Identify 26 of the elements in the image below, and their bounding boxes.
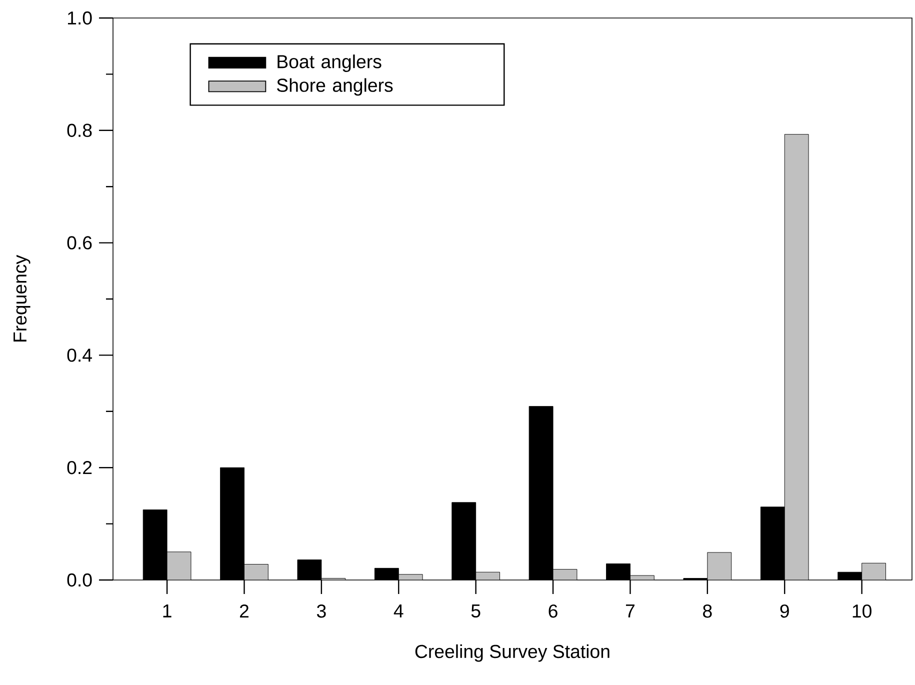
bar (553, 569, 577, 580)
y-tick-label: 1.0 (68, 11, 92, 25)
x-tick-label: 3 (316, 604, 326, 618)
y-tick-label: 0.0 (67, 573, 92, 587)
y-tick-label: 0.4 (67, 348, 92, 362)
legend-label: Boat anglers (278, 54, 382, 72)
bar (167, 552, 191, 580)
y-tick-label: 0.2 (67, 460, 92, 474)
bar (862, 562, 886, 580)
x-tick-label: 8 (703, 604, 712, 618)
bar (784, 134, 809, 580)
x-tick-label: 1 (163, 604, 172, 618)
x-tick-label: 4 (394, 604, 404, 618)
y-tick-label: 0.6 (67, 236, 92, 250)
x-tick-label: 5 (471, 604, 480, 618)
bar (244, 564, 268, 580)
x-tick-label: 7 (626, 604, 634, 618)
x-axis-title: Creeling Survey Station (415, 644, 610, 662)
bar (707, 552, 732, 580)
x-tick-label: 10 (852, 604, 872, 618)
y-tick-label: 0.8 (67, 124, 92, 138)
x-tick-label: 9 (780, 604, 789, 618)
y-axis-title: Frequency (14, 254, 30, 342)
x-tick-label: 2 (240, 604, 248, 618)
legend-label: Shore anglers (276, 78, 393, 96)
x-tick-label: 6 (548, 604, 558, 618)
